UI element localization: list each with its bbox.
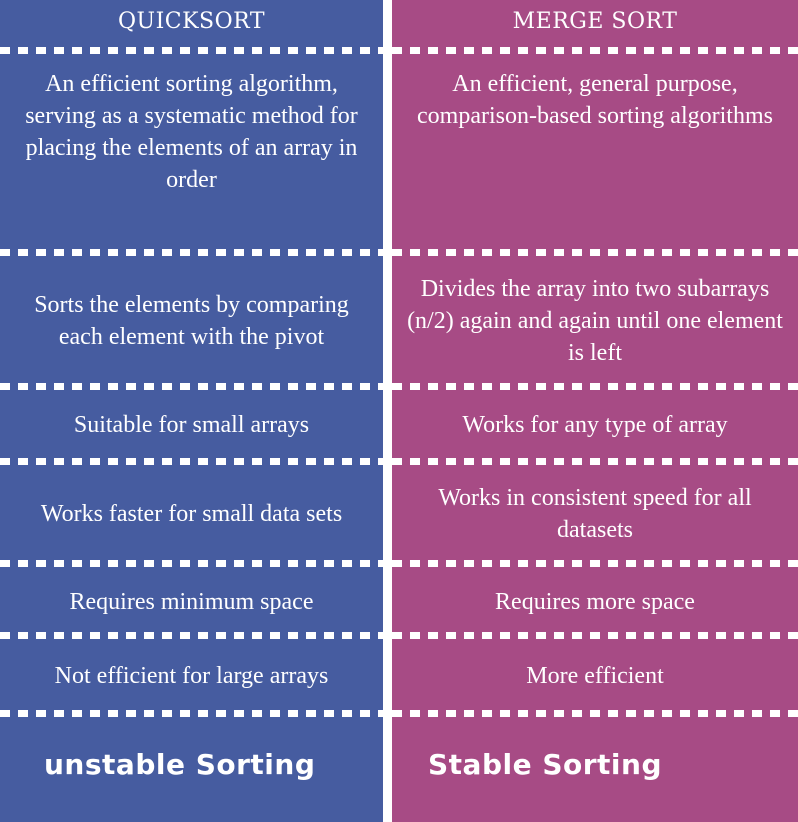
row-divider <box>0 710 383 717</box>
row-divider <box>392 383 798 390</box>
row-divider <box>0 47 383 54</box>
quicksort-space: Requires minimum space <box>69 589 314 615</box>
merge-sort-header: MERGE SORT <box>512 8 678 34</box>
row-divider <box>392 47 798 54</box>
merge-sort-method: Divides the array into two subarrays (n/… <box>407 276 783 366</box>
quicksort-suitability: Suitable for small arrays <box>73 412 310 438</box>
quicksort-method: Sorts the elements by comparing each ele… <box>34 292 349 350</box>
merge-sort-definition: An efficient, general purpose, compariso… <box>417 71 773 129</box>
merge-sort-efficiency: More efficient <box>526 663 664 689</box>
quicksort-speed: Works faster for small data sets <box>40 501 343 527</box>
row-divider <box>0 560 383 567</box>
merge-sort-column: MERGE SORT An efficient, general purpose… <box>392 0 798 822</box>
merge-sort-speed: Works in consistent speed for all datase… <box>438 485 752 543</box>
row-divider <box>392 458 798 465</box>
row-divider <box>392 710 798 717</box>
merge-sort-suitability: Works for any type of array <box>462 412 728 438</box>
row-divider <box>0 632 383 639</box>
merge-sort-space: Requires more space <box>495 589 695 615</box>
merge-sort-stability: Stable Sorting <box>428 748 662 781</box>
quicksort-column: QUICKSORT An efficient sorting algorithm… <box>0 0 383 822</box>
quicksort-header: QUICKSORT <box>118 8 265 34</box>
row-divider <box>0 249 383 256</box>
quicksort-stability: unstable Sorting <box>44 748 316 781</box>
row-divider <box>0 458 383 465</box>
row-divider <box>392 632 798 639</box>
row-divider <box>0 383 383 390</box>
quicksort-definition: An efficient sorting algorithm, serving … <box>25 71 358 193</box>
row-divider <box>392 560 798 567</box>
quicksort-efficiency: Not efficient for large arrays <box>54 663 329 689</box>
row-divider <box>392 249 798 256</box>
